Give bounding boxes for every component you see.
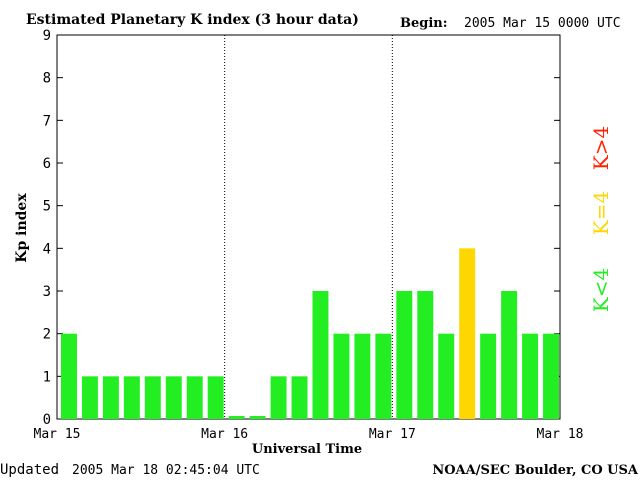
begin-label: Begin: [400,16,448,31]
legend-label: K=4 [589,191,613,235]
y-tick-label: 1 [43,369,51,385]
kp-bar [543,333,559,419]
kp-bar [312,291,329,419]
kp-bar [249,416,266,419]
kp-bar [396,291,413,419]
kp-bar [375,333,392,419]
kp-bar [102,376,119,419]
kp-bar [291,376,308,419]
y-tick-label: 4 [43,241,51,257]
kp-bar [417,291,434,419]
updated-value: 2005 Mar 18 02:45:04 UTC [72,463,260,478]
kp-bar [480,333,497,419]
y-tick-label: 6 [43,156,51,172]
y-tick-label: 2 [43,327,51,343]
kp-bar [144,376,161,419]
y-tick-label: 3 [43,284,51,300]
y-tick-label: 0 [43,412,51,428]
plot-area: 0 1 2 3 4 5 6 7 8 9 Mar 15 Mar 16 Mar 17 Mar 18 [34,28,584,442]
plot-frame [56,34,561,420]
legend-label: K>4 [589,126,613,170]
kp-bar [522,333,539,419]
x-axis-label: Universal Time [252,442,362,457]
kp-bar [207,376,224,419]
kp-bar [186,376,203,419]
source-credit: NOAA/SEC Boulder, CO USA [432,463,639,478]
kp-bar [123,376,140,419]
updated-label: Updated [0,462,59,478]
begin-value: 2005 Mar 15 0000 UTC [464,16,621,31]
y-axis-label: Kp index [14,193,30,263]
x-tick-label: Mar 16 [201,427,248,442]
kp-bar [270,376,287,419]
x-tick-label: Mar 15 [34,427,81,442]
chart-title: Estimated Planetary K index (3 hour data… [26,12,359,28]
x-tick-label: Mar 17 [369,427,416,442]
y-tick-label: 8 [43,71,51,87]
kp-bar [228,416,245,419]
kp-bar [61,333,77,419]
kp-bar [501,291,518,419]
y-tick-label: 7 [43,113,51,129]
y-tick-label: 9 [43,28,51,44]
kp-bar [333,333,350,419]
kp-bar [81,376,98,419]
x-tick-label: Mar 18 [537,427,584,442]
y-tick-label: 5 [43,199,51,215]
kp-bar [438,333,455,419]
kp-bar [165,376,182,419]
color-legend: K<4 K=4 K>4 [589,126,613,312]
kp-bar [354,333,371,419]
kp-bar [459,248,476,419]
legend-label: K<4 [589,268,613,312]
